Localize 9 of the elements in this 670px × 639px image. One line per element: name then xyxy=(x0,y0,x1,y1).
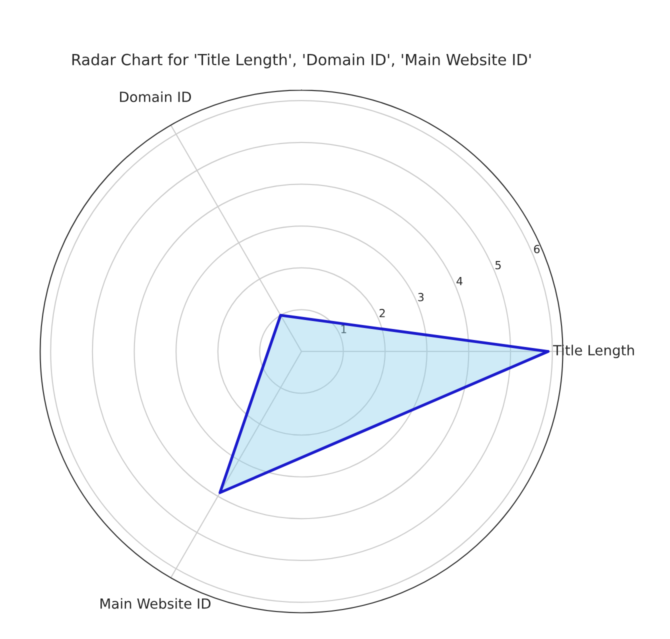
y-tick-label: 1 xyxy=(341,325,346,334)
chart-title: Radar Chart for 'Title Length', 'Domain ID', 'Main Website ID' xyxy=(72,54,531,68)
spoke-label: Main Website ID xyxy=(100,598,210,609)
y-tick-label: 6 xyxy=(534,244,540,254)
spoke-label: Domain ID xyxy=(120,91,191,102)
y-tick-label: 3 xyxy=(418,292,424,302)
y-tick-label: 2 xyxy=(380,308,385,318)
y-tick-label: 5 xyxy=(495,261,501,270)
y-tick-label: 4 xyxy=(456,277,462,286)
